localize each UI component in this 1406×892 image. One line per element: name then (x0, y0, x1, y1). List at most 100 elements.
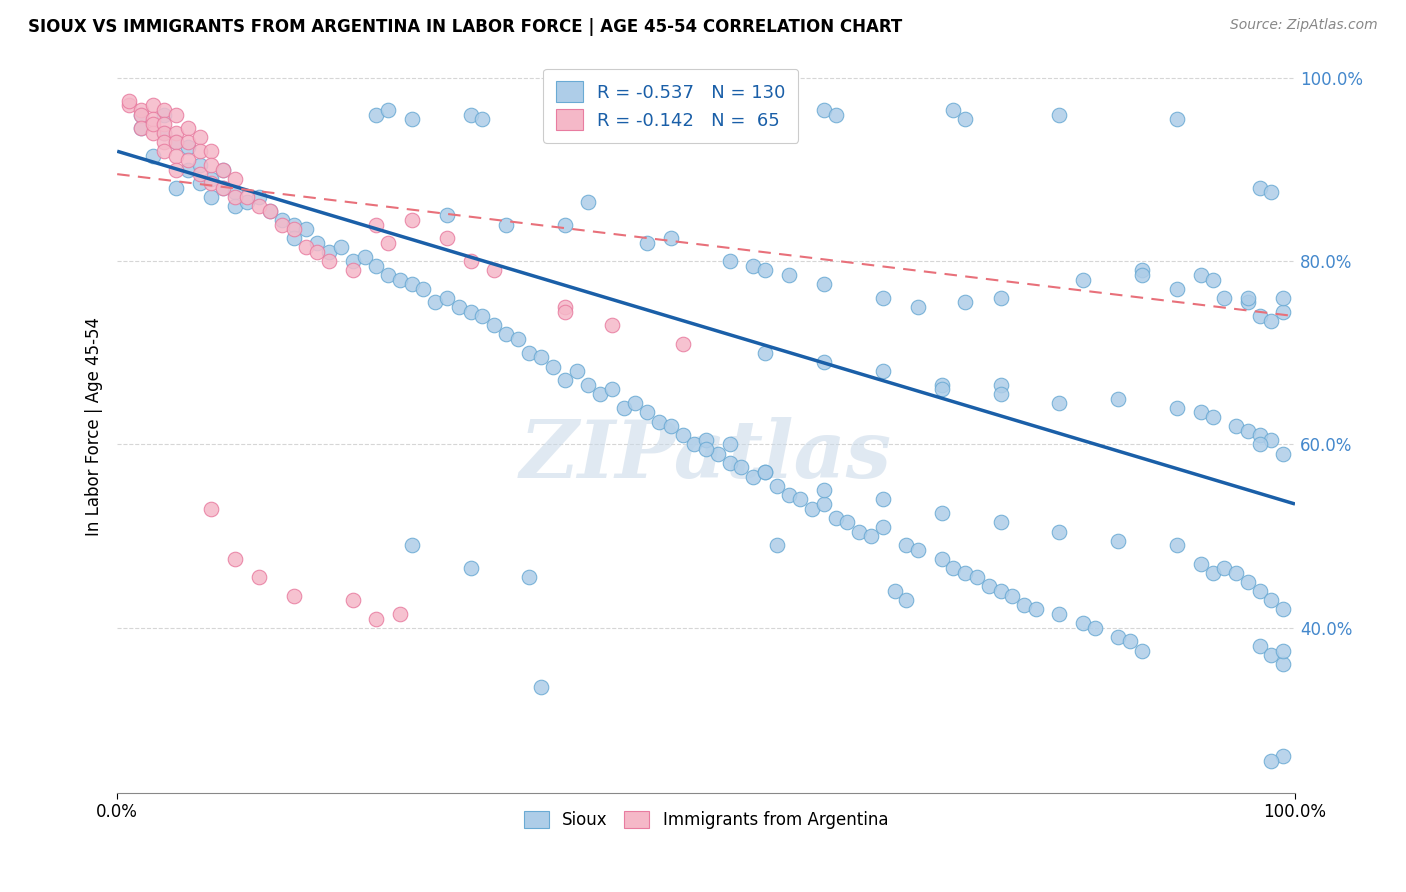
Point (707, 112, 730, 127)
Point (1249, 181, 1271, 195)
Point (801, 501, 824, 516)
Point (695, 433, 717, 447)
Point (742, 469, 765, 483)
Point (177, 153, 200, 168)
Point (165, 126, 187, 140)
Point (990, 291, 1012, 305)
Point (165, 162, 187, 177)
Point (907, 542, 929, 557)
Point (754, 465, 776, 479)
Point (342, 593, 364, 607)
Point (1107, 630, 1129, 644)
Point (541, 359, 564, 374)
Point (153, 103, 176, 117)
Point (554, 373, 576, 387)
Point (931, 552, 953, 566)
Point (576, 112, 599, 127)
Point (436, 291, 458, 305)
Point (683, 437, 706, 451)
Point (224, 190, 246, 204)
Point (259, 203, 281, 218)
Point (1049, 107, 1071, 121)
Point (1001, 589, 1024, 603)
Point (283, 222, 305, 236)
Point (778, 268, 800, 282)
Point (977, 579, 1000, 593)
Point (1237, 295, 1260, 310)
Point (754, 465, 776, 479)
Point (495, 327, 517, 342)
Point (1237, 291, 1260, 305)
Point (872, 492, 894, 507)
Point (600, 383, 623, 397)
Point (1272, 291, 1295, 305)
Point (460, 304, 482, 318)
Point (648, 415, 671, 429)
Point (576, 107, 599, 121)
Point (1260, 186, 1282, 200)
Point (247, 190, 270, 204)
Point (931, 506, 953, 520)
Point (789, 492, 811, 507)
Point (401, 112, 423, 127)
Point (1189, 405, 1212, 419)
Point (1049, 607, 1071, 621)
Point (177, 121, 200, 136)
Point (942, 561, 965, 575)
Point (896, 538, 918, 552)
Point (1272, 304, 1295, 318)
Point (942, 103, 965, 117)
Point (1071, 616, 1094, 631)
Point (1201, 409, 1223, 424)
Point (765, 478, 787, 492)
Point (1272, 602, 1295, 616)
Point (955, 112, 977, 127)
Point (565, 364, 588, 378)
Point (530, 351, 553, 365)
Point (554, 300, 576, 314)
Point (224, 171, 246, 186)
Point (153, 107, 176, 121)
Point (165, 149, 187, 163)
Point (141, 98, 163, 112)
Point (872, 520, 894, 534)
Point (707, 447, 730, 461)
Point (600, 318, 623, 333)
Point (224, 186, 246, 200)
Point (153, 117, 176, 131)
Text: ZIPatlas: ZIPatlas (520, 417, 893, 494)
Point (1025, 602, 1047, 616)
Point (412, 282, 434, 296)
Point (318, 254, 340, 268)
Text: Source: ZipAtlas.com: Source: ZipAtlas.com (1230, 18, 1378, 32)
Point (153, 135, 176, 149)
Point (271, 213, 294, 227)
Point (212, 162, 235, 177)
Text: SIOUX VS IMMIGRANTS FROM ARGENTINA IN LABOR FORCE | AGE 45-54 CORRELATION CHART: SIOUX VS IMMIGRANTS FROM ARGENTINA IN LA… (28, 18, 903, 36)
Point (530, 680, 553, 694)
Point (1237, 574, 1260, 589)
Point (754, 263, 776, 277)
Point (401, 538, 423, 552)
Point (188, 176, 211, 190)
Point (671, 336, 693, 351)
Point (1189, 268, 1212, 282)
Point (401, 277, 423, 291)
Point (1213, 561, 1236, 575)
Point (1107, 392, 1129, 406)
Point (554, 304, 576, 318)
Point (188, 167, 211, 181)
Point (576, 377, 599, 392)
Point (1213, 291, 1236, 305)
Point (342, 263, 364, 277)
Point (576, 194, 599, 209)
Point (718, 254, 741, 268)
Point (460, 561, 482, 575)
Point (377, 268, 399, 282)
Point (990, 584, 1012, 599)
Point (188, 158, 211, 172)
Point (165, 135, 187, 149)
Point (872, 364, 894, 378)
Point (1225, 419, 1247, 434)
Point (447, 300, 470, 314)
